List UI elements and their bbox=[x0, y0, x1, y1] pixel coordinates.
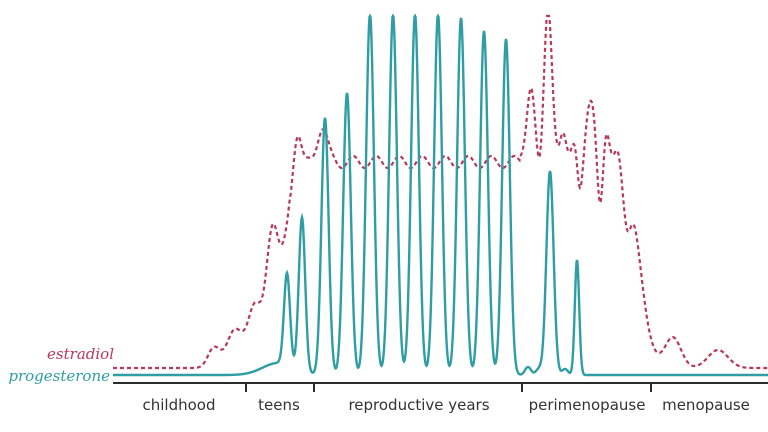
phase-label-menopause: menopause bbox=[662, 396, 750, 414]
phase-label-perimenopause: perimenopause bbox=[529, 396, 646, 414]
estradiol-series-line bbox=[113, 14, 768, 370]
phase-label-childhood: childhood bbox=[143, 396, 216, 414]
progesterone-legend-label: progesterone bbox=[8, 367, 110, 385]
phase-label-teens: teens bbox=[258, 396, 300, 414]
phase-label-reproductive-years: reproductive years bbox=[348, 396, 489, 414]
estradiol-legend-label: estradiol bbox=[47, 345, 114, 363]
progesterone-series-line bbox=[113, 13, 768, 377]
